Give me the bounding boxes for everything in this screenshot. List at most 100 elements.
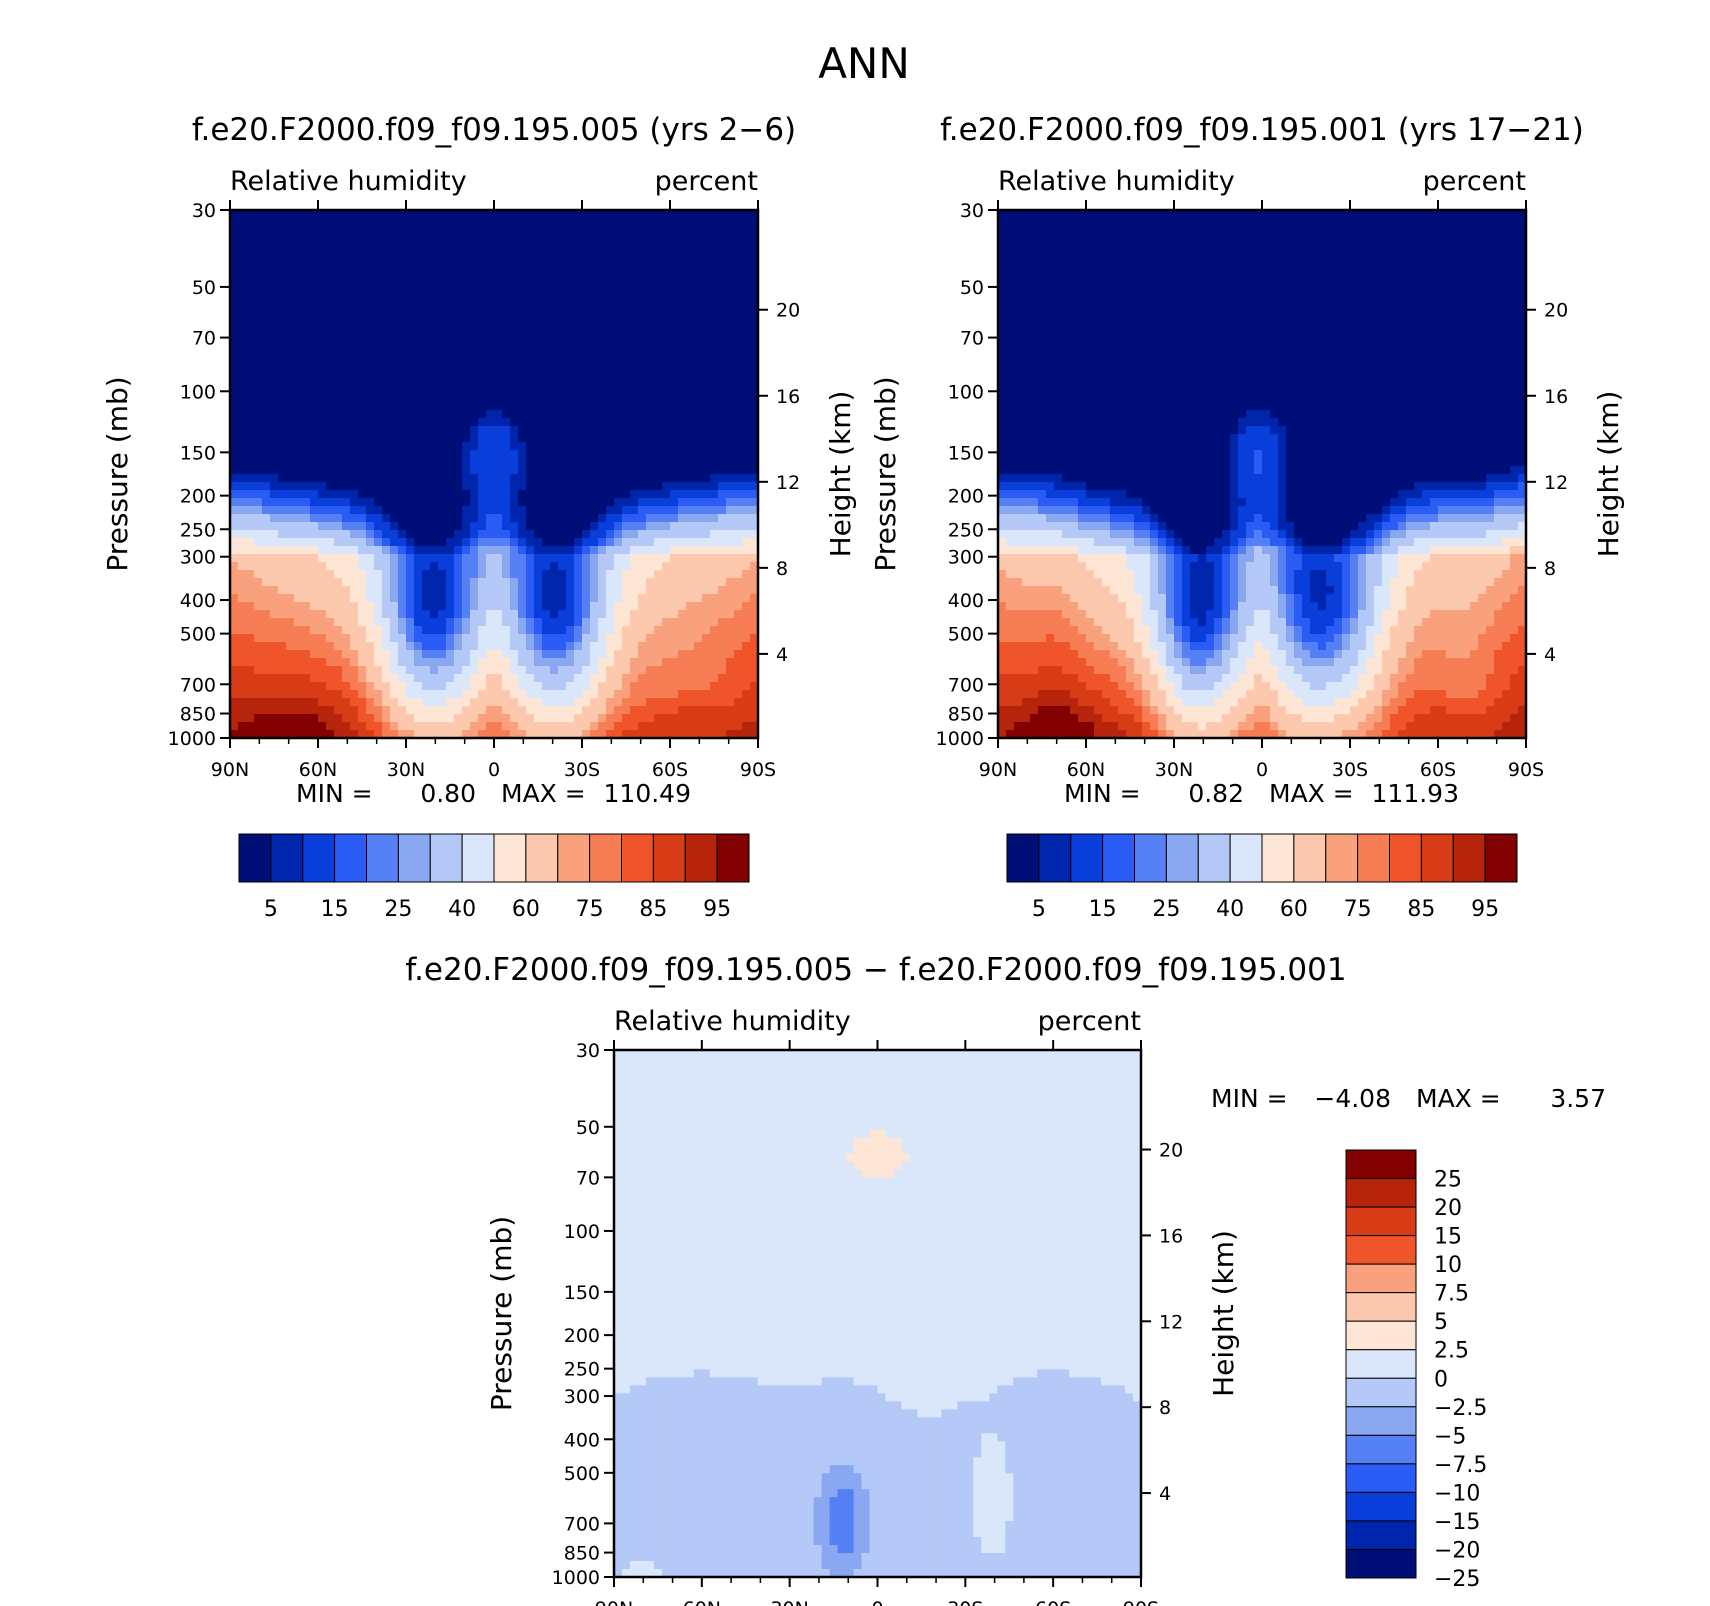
field-cell <box>558 514 567 523</box>
colorbar-label: 40 <box>448 897 476 922</box>
field-cell <box>502 442 511 451</box>
field-cell <box>638 218 647 227</box>
field-cell <box>406 650 415 659</box>
field-cell <box>742 666 751 675</box>
field-cell <box>734 554 743 563</box>
field-cell <box>614 698 623 707</box>
field-cell <box>550 330 559 339</box>
field-cell <box>622 250 631 259</box>
field-cell <box>230 506 239 515</box>
field-cell <box>662 682 671 691</box>
field-cell <box>734 402 743 411</box>
case1-panel-field-name: Relative humidity <box>230 166 467 197</box>
field-cell <box>694 426 703 435</box>
field-cell <box>534 298 543 307</box>
field-cell <box>382 282 391 291</box>
field-cell <box>526 730 535 739</box>
field-cell <box>1510 218 1519 227</box>
field-cell <box>366 706 375 715</box>
field-cell <box>478 322 487 331</box>
field-cell <box>694 378 703 387</box>
field-cell <box>550 394 559 403</box>
field-cell <box>550 426 559 435</box>
field-cell <box>1478 218 1487 227</box>
field-cell <box>742 626 751 635</box>
field-cell <box>686 626 695 635</box>
field-cell <box>750 354 759 363</box>
field-cell <box>318 674 327 683</box>
field-cell <box>1214 234 1223 243</box>
field-cell <box>630 570 639 579</box>
field-cell <box>478 362 487 371</box>
field-cell <box>438 586 447 595</box>
field-cell <box>310 242 319 251</box>
field-cell <box>614 386 623 395</box>
field-cell <box>622 594 631 603</box>
field-cell <box>598 730 607 739</box>
field-cell <box>606 322 615 331</box>
field-cell <box>366 634 375 643</box>
field-cell <box>1278 266 1287 275</box>
field-cell <box>574 538 583 547</box>
field-cell <box>670 338 679 347</box>
field-cell <box>350 434 359 443</box>
field-cell <box>614 306 623 315</box>
field-cell <box>1238 242 1247 251</box>
field-cell <box>502 450 511 459</box>
field-cell <box>582 234 591 243</box>
field-cell <box>622 730 631 739</box>
field-cell <box>230 418 239 427</box>
field-cell <box>582 266 591 275</box>
field-cell <box>1246 226 1255 235</box>
field-cell <box>1374 234 1383 243</box>
field-cell <box>718 442 727 451</box>
field-cell <box>446 394 455 403</box>
field-cell <box>542 322 551 331</box>
field-cell <box>406 490 415 499</box>
field-cell <box>742 418 751 427</box>
field-cell <box>654 730 663 739</box>
field-cell <box>246 714 255 723</box>
field-cell <box>1382 210 1391 219</box>
field-cell <box>286 466 295 475</box>
field-cell <box>462 378 471 387</box>
field-cell <box>702 386 711 395</box>
field-cell <box>374 362 383 371</box>
field-cell <box>422 570 431 579</box>
field-cell <box>726 634 735 643</box>
field-cell <box>302 730 311 739</box>
field-cell <box>390 210 399 219</box>
field-cell <box>702 242 711 251</box>
field-cell <box>542 450 551 459</box>
field-cell <box>366 530 375 539</box>
field-cell <box>534 482 543 491</box>
field-cell <box>310 458 319 467</box>
field-cell <box>694 666 703 675</box>
y-tick-label: 200 <box>180 486 216 508</box>
field-cell <box>486 458 495 467</box>
field-cell <box>1286 234 1295 243</box>
field-cell <box>414 266 423 275</box>
field-cell <box>702 562 711 571</box>
field-cell <box>518 530 527 539</box>
field-cell <box>1174 250 1183 259</box>
field-cell <box>742 402 751 411</box>
field-cell <box>382 594 391 603</box>
field-cell <box>438 234 447 243</box>
field-cell <box>678 434 687 443</box>
field-cell <box>430 482 439 491</box>
field-cell <box>750 330 759 339</box>
field-cell <box>302 674 311 683</box>
field-cell <box>614 346 623 355</box>
field-cell <box>582 386 591 395</box>
field-cell <box>278 650 287 659</box>
field-cell <box>238 674 247 683</box>
field-cell <box>630 322 639 331</box>
field-cell <box>518 578 527 587</box>
field-cell <box>398 682 407 691</box>
field-cell <box>422 434 431 443</box>
field-cell <box>414 674 423 683</box>
field-cell <box>294 714 303 723</box>
field-cell <box>510 306 519 315</box>
field-cell <box>622 546 631 555</box>
